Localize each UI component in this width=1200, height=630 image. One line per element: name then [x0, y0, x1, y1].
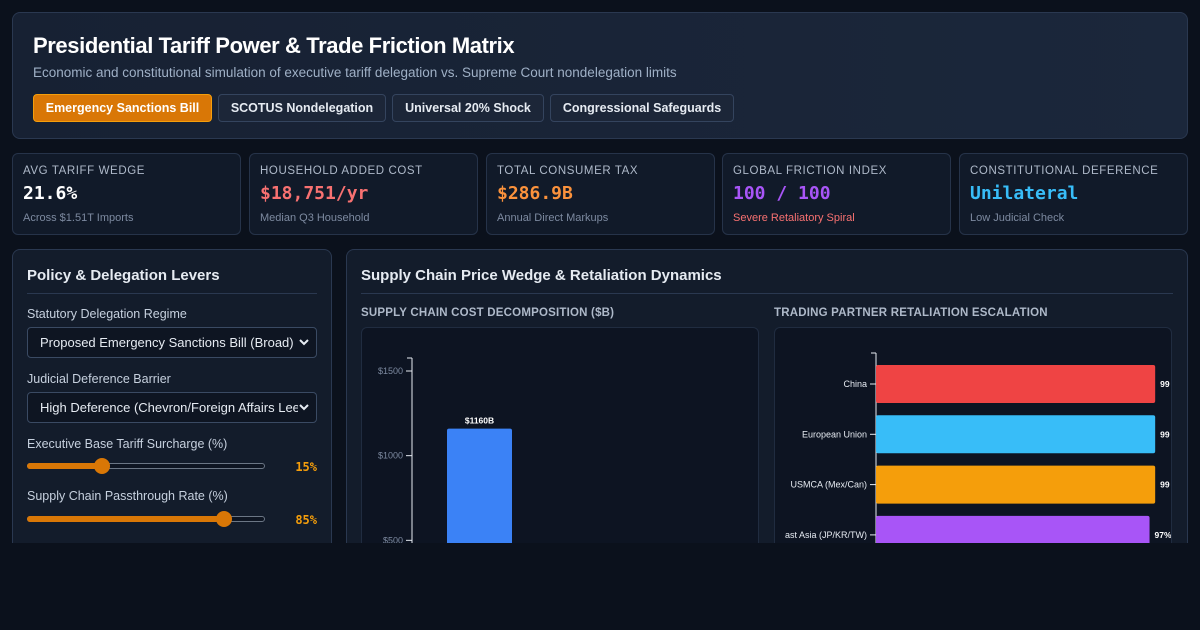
bar-value-label: 97%	[1155, 530, 1172, 540]
chevron-down-icon	[298, 401, 310, 413]
cost-chart-title: SUPPLY CHAIN COST DECOMPOSITION ($B)	[361, 307, 615, 319]
kpi-subtext: Severe Retaliatory Spiral	[733, 212, 855, 224]
kpi-subtext: Median Q3 Household	[260, 212, 370, 224]
regime-label: Statutory Delegation Regime	[27, 307, 187, 321]
kpi-label: GLOBAL FRICTION INDEX	[733, 165, 888, 177]
kpi-value: $286.9B	[497, 183, 573, 204]
header-card: Presidential Tariff Power & Trade Fricti…	[12, 12, 1188, 139]
kpi-label: CONSTITUTIONAL DEFERENCE	[970, 165, 1159, 177]
kpi-card-constitutional-deference: CONSTITUTIONAL DEFERENCE Unilateral Low …	[959, 153, 1188, 235]
kpi-subtext: Annual Direct Markups	[497, 212, 609, 224]
y-tick-label: $1000	[378, 451, 403, 461]
slider-thumb[interactable]	[215, 511, 232, 527]
kpi-label: HOUSEHOLD ADDED COST	[260, 165, 423, 177]
surcharge-slider[interactable]	[27, 458, 265, 474]
kpi-card-total-consumer-tax: TOTAL CONSUMER TAX $286.9B Annual Direct…	[486, 153, 715, 235]
passthrough-slider[interactable]	[27, 511, 265, 527]
scenario-button-universal-shock[interactable]: Universal 20% Shock	[392, 94, 544, 122]
surcharge-label: Executive Base Tariff Surcharge (%)	[27, 437, 228, 451]
cost-chart-svg: $500$1000$1500$1160B$350B$287B	[378, 357, 512, 543]
kpi-card-avg-tariff-wedge: AVG TARIFF WEDGE 21.6% Across $1.51T Imp…	[12, 153, 241, 235]
surcharge-value: 15%	[295, 460, 317, 474]
slider-thumb[interactable]	[93, 458, 110, 474]
category-label: ast Asia (JP/KR/TW)	[785, 530, 867, 540]
page-subtitle: Economic and constitutional simulation o…	[33, 65, 677, 80]
retaliation-chart-title: TRADING PARTNER RETALIATION ESCALATION	[774, 307, 1048, 319]
retaliation-bar	[876, 415, 1156, 454]
kpi-subtext: Across $1.51T Imports	[23, 212, 134, 224]
kpi-value: $18,751/yr	[260, 183, 369, 204]
bar-value-label: 99	[1160, 429, 1170, 439]
passthrough-label: Supply Chain Passthrough Rate (%)	[27, 489, 228, 503]
retaliation-bar	[876, 465, 1156, 504]
category-label: China	[843, 379, 867, 389]
divider	[361, 293, 1173, 294]
cost-bar	[447, 428, 512, 543]
scenario-button-emergency-sanctions[interactable]: Emergency Sanctions Bill	[33, 94, 212, 122]
bar-value-label: $1160B	[465, 416, 494, 426]
category-label: USMCA (Mex/Can)	[790, 480, 867, 490]
retaliation-chart-svg: China 99 European Union 99 USMCA (Mex/Can) 99…	[785, 352, 1172, 543]
kpi-label: AVG TARIFF WEDGE	[23, 165, 146, 177]
dynamics-panel-title: Supply Chain Price Wedge & Retaliation D…	[361, 267, 722, 284]
kpi-card-global-friction-index: GLOBAL FRICTION INDEX 100 / 100 Severe R…	[722, 153, 951, 235]
retaliation-escalation-chart: China 99 European Union 99 USMCA (Mex/Can) 99…	[774, 327, 1172, 543]
deference-select[interactable]: High Deference (Chevron/Foreign Affairs …	[27, 392, 317, 423]
bar-value-label: 99	[1160, 379, 1170, 389]
levers-panel: Policy & Delegation Levers Statutory Del…	[12, 249, 332, 543]
kpi-value: Unilateral	[970, 183, 1079, 204]
levers-panel-title: Policy & Delegation Levers	[27, 267, 220, 284]
page-title: Presidential Tariff Power & Trade Fricti…	[33, 33, 515, 58]
deference-label: Judicial Deference Barrier	[27, 372, 171, 386]
scenario-button-scotus-nondelegation[interactable]: SCOTUS Nondelegation	[218, 94, 386, 122]
retaliation-bar	[876, 515, 1150, 543]
slider-fill	[27, 463, 102, 469]
cost-decomposition-chart: $500$1000$1500$1160B$350B$287B	[361, 327, 759, 543]
kpi-label: TOTAL CONSUMER TAX	[497, 165, 639, 177]
category-label: European Union	[802, 429, 867, 439]
y-tick-label: $1500	[378, 366, 403, 376]
regime-select[interactable]: Proposed Emergency Sanctions Bill (Broad…	[27, 327, 317, 358]
kpi-card-household-added-cost: HOUSEHOLD ADDED COST $18,751/yr Median Q…	[249, 153, 478, 235]
dynamics-panel: Supply Chain Price Wedge & Retaliation D…	[346, 249, 1188, 543]
chevron-down-icon	[298, 336, 310, 348]
deference-select-value: High Deference (Chevron/Foreign Affairs …	[40, 400, 300, 415]
bar-value-label: 99	[1160, 480, 1170, 490]
kpi-subtext: Low Judicial Check	[970, 212, 1065, 224]
app-viewport: Presidential Tariff Power & Trade Fricti…	[12, 12, 1188, 543]
scenario-button-congressional-safeguards[interactable]: Congressional Safeguards	[550, 94, 734, 122]
kpi-value: 100 / 100	[733, 183, 831, 204]
passthrough-value: 85%	[295, 513, 317, 527]
y-tick-label: $500	[383, 535, 403, 543]
kpi-value: 21.6%	[23, 183, 78, 204]
slider-fill	[27, 516, 224, 522]
regime-select-value: Proposed Emergency Sanctions Bill (Broad…	[40, 335, 294, 350]
retaliation-bar	[876, 365, 1156, 403]
divider	[27, 293, 317, 294]
